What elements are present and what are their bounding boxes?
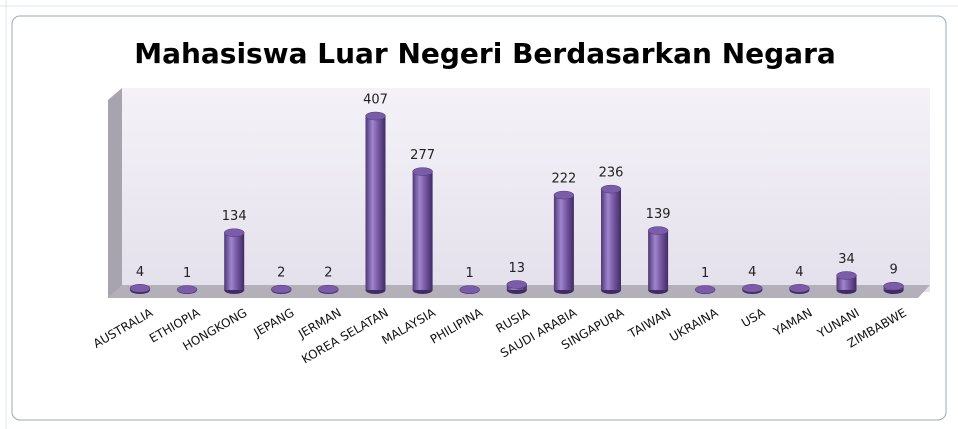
bar	[412, 171, 433, 290]
bar-top	[789, 284, 810, 293]
bar-top	[506, 280, 528, 289]
bar-top	[223, 228, 245, 237]
data-label: 2	[324, 266, 332, 281]
bar-top	[553, 190, 575, 200]
data-label: 1	[701, 266, 709, 281]
data-label: 13	[509, 261, 526, 276]
data-label: 4	[748, 265, 756, 280]
bar-top	[412, 167, 433, 176]
bar-top	[459, 285, 480, 294]
side-wall	[108, 88, 122, 298]
data-label: 2	[277, 266, 285, 281]
bar	[601, 189, 621, 290]
bar-top	[176, 285, 198, 294]
data-label: 34	[838, 252, 855, 267]
bar-top	[365, 111, 386, 121]
data-label: 9	[889, 263, 897, 278]
bar-top	[694, 285, 716, 294]
bar-top	[271, 284, 292, 294]
bar-top	[836, 271, 857, 280]
data-label: 277	[410, 148, 435, 163]
back-wall	[122, 88, 930, 292]
chart-title: Mahasiswa Luar Negeri Berdasarkan Negara	[134, 37, 836, 70]
data-label: 1	[183, 266, 191, 281]
data-label: 139	[646, 207, 671, 222]
data-label: 236	[599, 166, 624, 181]
bar-top	[600, 184, 622, 194]
bar-top	[883, 281, 904, 291]
data-label: 134	[222, 209, 247, 224]
bar-top	[318, 284, 339, 294]
bar-top	[742, 284, 763, 293]
data-label: 407	[363, 93, 388, 108]
bar	[553, 195, 574, 290]
bar	[224, 232, 245, 290]
bar	[365, 116, 386, 290]
data-label: 4	[136, 265, 144, 280]
bar	[648, 230, 669, 290]
bar-top	[647, 226, 669, 235]
data-label: 4	[795, 265, 803, 280]
data-label: 222	[551, 172, 576, 187]
bar-top	[129, 284, 151, 293]
data-label: 1	[466, 266, 474, 281]
